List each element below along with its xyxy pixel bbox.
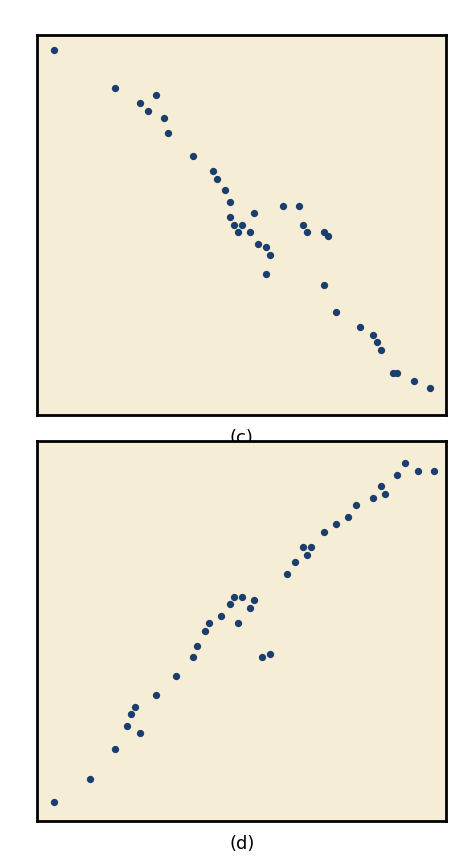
Point xyxy=(226,195,233,209)
Point xyxy=(189,149,196,163)
Point xyxy=(402,456,409,470)
Point xyxy=(132,700,139,714)
Point xyxy=(377,343,385,357)
Point xyxy=(308,540,315,554)
Point xyxy=(254,237,262,251)
Point xyxy=(124,719,131,733)
Point xyxy=(213,172,221,186)
Point xyxy=(377,480,385,493)
Point xyxy=(234,226,241,239)
Point xyxy=(291,556,299,569)
Point xyxy=(357,321,364,334)
Point xyxy=(193,639,200,653)
Point xyxy=(410,373,418,387)
Point xyxy=(173,670,180,683)
Point xyxy=(320,226,327,239)
Point xyxy=(299,540,307,554)
Point xyxy=(152,689,159,702)
Point xyxy=(299,218,307,232)
Point xyxy=(320,525,327,539)
Point xyxy=(393,468,401,482)
Point xyxy=(295,199,303,213)
Point xyxy=(136,727,143,740)
Point xyxy=(324,229,332,243)
Point xyxy=(332,305,339,319)
Point xyxy=(218,608,225,622)
Point xyxy=(259,651,266,664)
Point xyxy=(250,206,258,220)
Point xyxy=(238,589,246,603)
Point xyxy=(345,510,352,524)
Point xyxy=(369,491,377,505)
Point xyxy=(431,464,438,478)
Point xyxy=(206,616,213,630)
Point xyxy=(250,594,258,607)
Point xyxy=(238,218,246,232)
Point xyxy=(136,96,143,110)
Point xyxy=(50,43,57,57)
Point xyxy=(283,567,291,581)
X-axis label: (c): (c) xyxy=(230,429,254,447)
Point xyxy=(201,624,209,638)
Point xyxy=(50,795,57,809)
Point xyxy=(332,518,339,531)
Point xyxy=(165,126,172,140)
Point xyxy=(230,218,237,232)
Point xyxy=(304,226,311,239)
Point xyxy=(226,210,233,224)
Point xyxy=(426,381,434,395)
Point xyxy=(226,597,233,611)
Point xyxy=(390,366,397,380)
Point xyxy=(230,589,237,603)
Point xyxy=(144,104,152,118)
Point xyxy=(393,366,401,380)
Point xyxy=(263,267,270,281)
Point xyxy=(352,499,360,512)
Point xyxy=(222,183,229,197)
Point xyxy=(373,335,380,349)
Point xyxy=(267,646,274,660)
Point xyxy=(369,328,377,342)
Point xyxy=(279,199,286,213)
X-axis label: (d): (d) xyxy=(229,835,254,853)
Point xyxy=(152,88,159,102)
Point xyxy=(246,601,254,615)
Point xyxy=(381,487,389,501)
Point xyxy=(263,240,270,254)
Point xyxy=(246,226,254,239)
Point xyxy=(111,741,119,755)
Point xyxy=(111,81,119,95)
Point xyxy=(160,111,168,125)
Point xyxy=(234,616,241,630)
Point xyxy=(189,651,196,664)
Point xyxy=(209,164,217,178)
Point xyxy=(304,548,311,562)
Point xyxy=(414,464,421,478)
Point xyxy=(320,278,327,292)
Point xyxy=(127,708,135,721)
Point xyxy=(86,772,94,786)
Point xyxy=(267,248,274,262)
